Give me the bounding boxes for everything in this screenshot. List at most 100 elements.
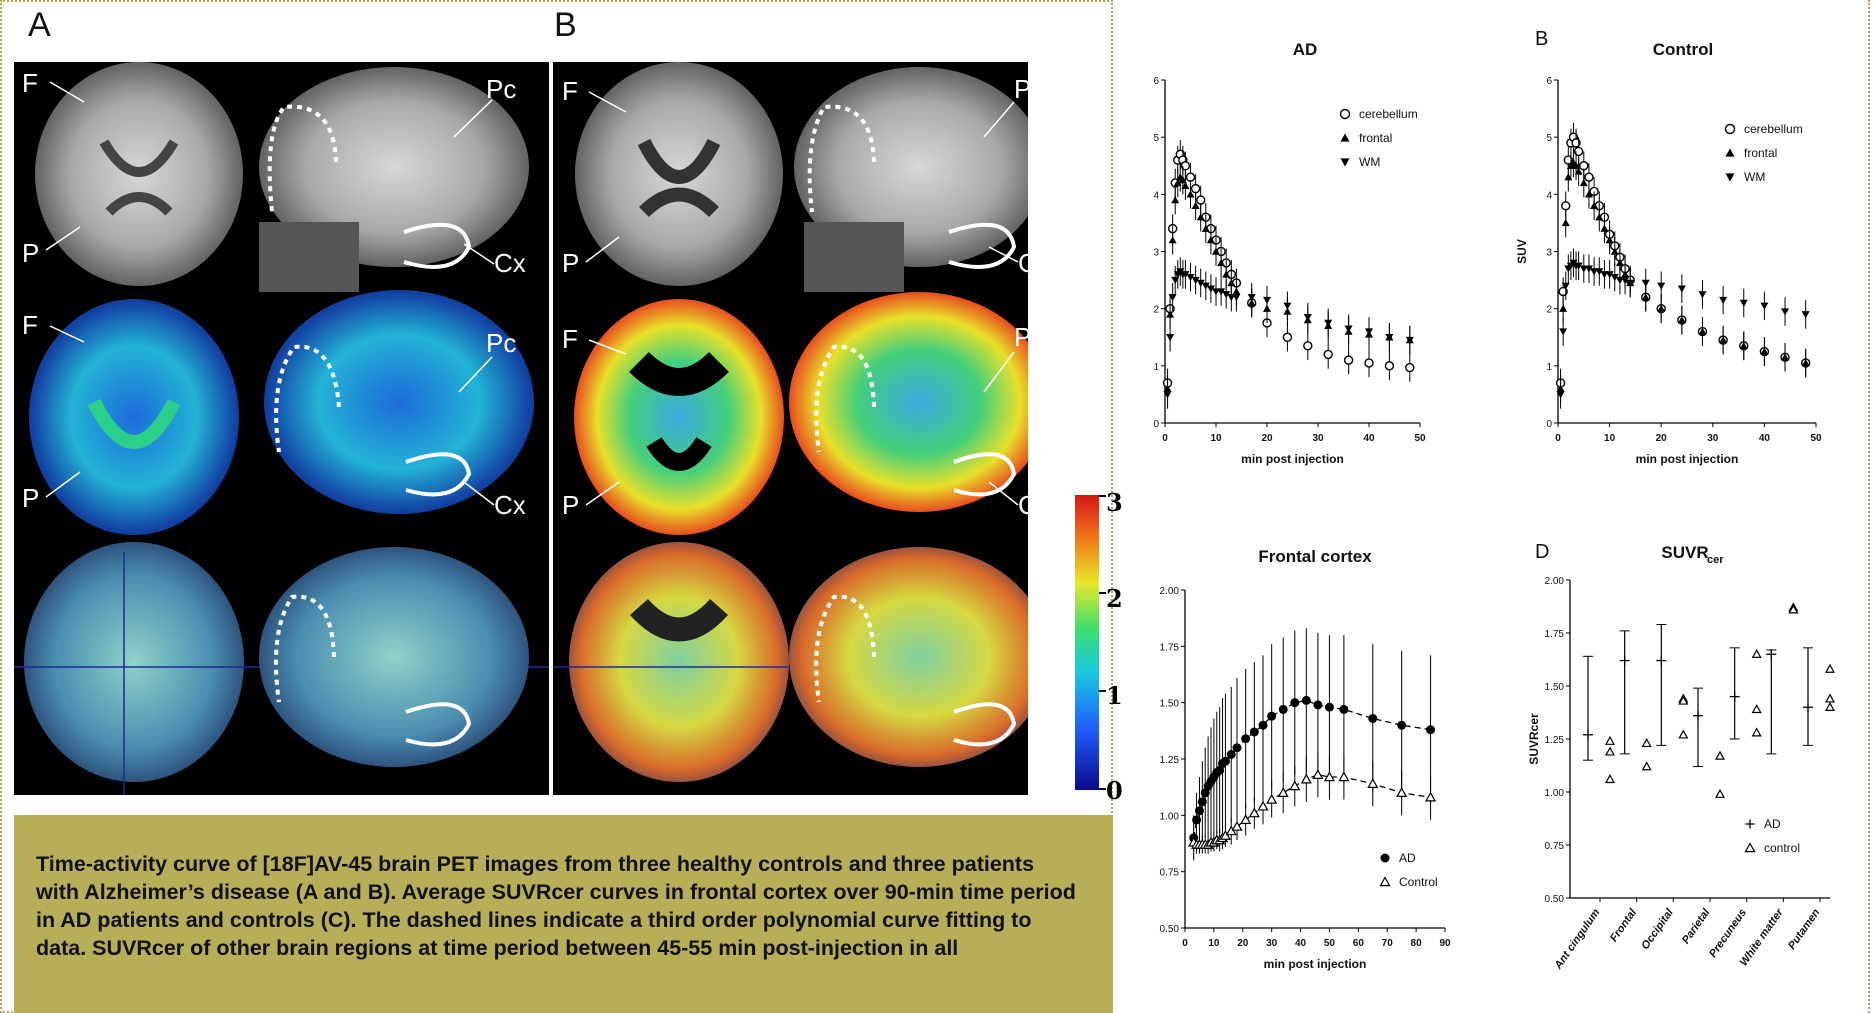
legend-label: control: [1764, 841, 1800, 855]
data-point-ad: [1215, 765, 1225, 775]
data-point-cerebellum: [1180, 161, 1191, 171]
x-tick-label: 50: [1324, 938, 1336, 949]
data-point-wm: [1584, 265, 1593, 273]
data-point-control: [1604, 746, 1616, 756]
data-point-control: [1248, 807, 1260, 818]
data-point-frontal: [1217, 258, 1226, 267]
y-tick-label: 3: [1153, 248, 1159, 259]
data-point-cerebellum: [1405, 362, 1415, 373]
data-point-cerebellum: [1323, 349, 1333, 360]
data-point-frontal: [1559, 304, 1568, 312]
data-point-frontal: [1590, 201, 1599, 209]
data-point-wm: [1605, 271, 1614, 279]
data-point-control: [1824, 663, 1836, 673]
legend-marker: [1744, 842, 1756, 853]
label-p: P: [562, 490, 579, 520]
legend-label: WM: [1744, 170, 1765, 184]
legend-marker: [1340, 158, 1350, 167]
x-tick-label: 10: [1210, 433, 1222, 444]
data-point-wm: [1344, 325, 1353, 333]
panel-letter-a: A: [28, 6, 51, 44]
panel-a-pet-axial: [29, 299, 239, 535]
panel-b-pet-axial: [574, 299, 784, 535]
data-point-frontal: [1191, 201, 1200, 209]
x-tick-label: 30: [1312, 433, 1324, 444]
data-point-frontal: [1222, 270, 1231, 278]
y-tick-label: 1.00: [1160, 811, 1180, 822]
chart-title-subscript: cer: [1707, 554, 1724, 566]
y-tick-label: 1.75: [1160, 642, 1180, 653]
data-point-control: [1788, 604, 1799, 614]
data-point-cerebellum: [1561, 201, 1571, 211]
data-point-control: [1678, 695, 1689, 705]
data-point-wm: [1719, 296, 1728, 305]
y-tick-label: 0: [1153, 419, 1159, 430]
label-p: P: [562, 248, 579, 278]
data-point-wm: [1385, 334, 1394, 342]
data-point-ad: [1220, 756, 1230, 766]
data-point-control: [1257, 800, 1269, 811]
data-point-ad: [1267, 711, 1277, 721]
legend-label: cerebellum: [1359, 107, 1418, 121]
data-point-control: [1641, 761, 1652, 771]
x-tick-label: 40: [1759, 433, 1771, 444]
data-point-wm: [1561, 282, 1570, 290]
data-point-frontal: [1801, 358, 1810, 367]
data-point-wm: [1595, 268, 1604, 276]
data-point-wm: [1677, 285, 1686, 293]
data-point-cerebellum: [1185, 172, 1196, 182]
data-point-frontal: [1212, 247, 1220, 255]
data-point-ad: [1241, 734, 1251, 744]
y-tick-label: 3: [1546, 248, 1552, 259]
data-point-wm: [1574, 262, 1583, 270]
label-f: F: [22, 68, 38, 98]
y-tick-label: 2.00: [1160, 586, 1180, 597]
data-point-wm: [1641, 279, 1650, 287]
data-point-ad: [1313, 700, 1323, 710]
data-point-frontal: [1166, 310, 1175, 318]
data-point-frontal: [1781, 353, 1790, 361]
legend-marker: [1340, 133, 1350, 142]
data-point-frontal: [1574, 167, 1583, 175]
y-tick-label: 1.50: [1545, 682, 1565, 693]
label-cx: Cx: [494, 490, 526, 520]
x-tick-label: 0: [1555, 433, 1561, 444]
y-tick-label: 2: [1153, 305, 1159, 316]
x-tick-label: 40: [1295, 938, 1307, 949]
data-point-frontal: [1168, 236, 1177, 244]
legend-label: frontal: [1359, 131, 1392, 145]
legend-marker: [1725, 173, 1735, 182]
legend-label: cerebellum: [1744, 122, 1803, 136]
data-point-wm: [1801, 311, 1810, 319]
label-f: F: [22, 310, 38, 340]
data-point-control: [1277, 787, 1289, 797]
data-point-cerebellum: [1584, 172, 1594, 182]
data-point-control: [1396, 787, 1408, 797]
data-point-control: [1714, 750, 1726, 760]
colorbar: [1075, 495, 1106, 790]
colorbar-tick-2: 2: [1106, 584, 1123, 613]
y-tick-label: 0: [1546, 419, 1552, 430]
legend-label: frontal: [1744, 146, 1777, 160]
y-tick-label: 1: [1546, 362, 1552, 373]
data-point-frontal: [1739, 341, 1748, 350]
data-point-cerebellum: [1573, 146, 1584, 157]
y-tick-label: 4: [1153, 190, 1159, 201]
data-point-wm: [1579, 265, 1588, 273]
data-point-wm: [1739, 299, 1748, 307]
x-axis-label: min post injection: [1264, 957, 1367, 971]
legend-marker: [1724, 123, 1736, 135]
x-tick-label: 60: [1353, 938, 1365, 949]
data-point-wm: [1201, 282, 1210, 290]
data-point-ad: [1324, 702, 1334, 712]
data-point-wm: [1615, 276, 1624, 285]
data-point-frontal: [1564, 173, 1573, 181]
colorbar-tick-3: 3: [1106, 488, 1123, 517]
x-tick-label: 30: [1266, 938, 1278, 949]
data-point-frontal: [1600, 224, 1609, 232]
y-tick-label: 0.75: [1545, 841, 1565, 852]
data-point-wm: [1163, 391, 1172, 399]
data-point-wm: [1657, 282, 1666, 290]
x-category-label: Putamen: [1786, 907, 1823, 952]
data-point-frontal: [1173, 178, 1182, 187]
